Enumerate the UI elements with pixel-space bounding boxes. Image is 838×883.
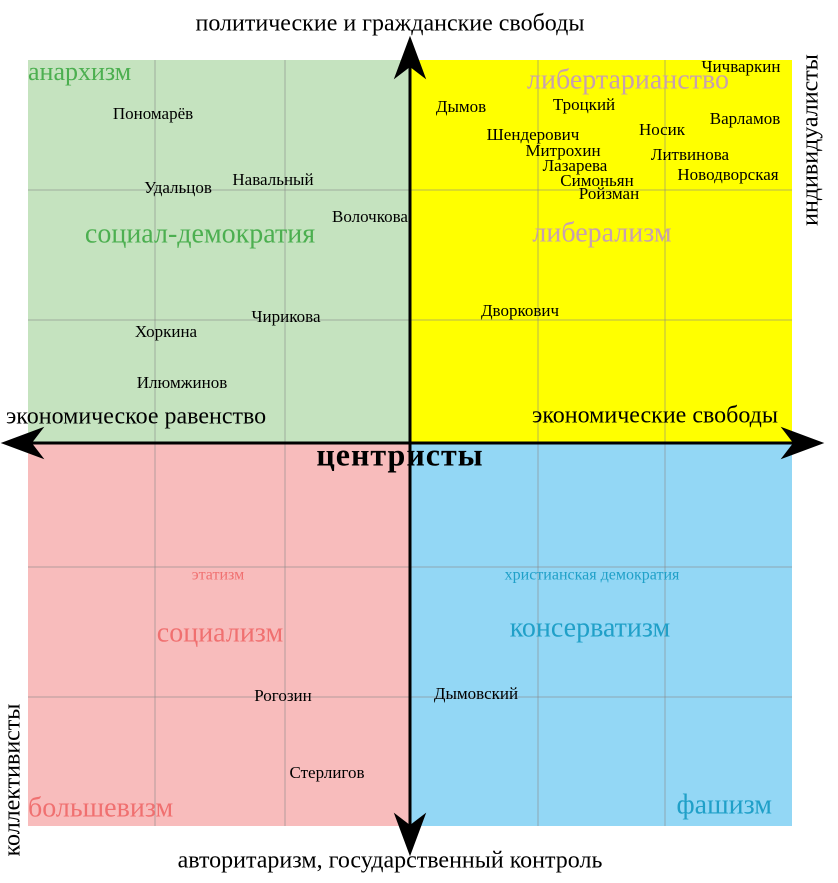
person-label: Варламов <box>710 109 780 128</box>
person-label: Илюмжинов <box>137 373 227 392</box>
axis-right: экономические свободы <box>532 403 778 429</box>
person-label: Носик <box>639 120 686 139</box>
ideology-label: фашизм <box>677 789 773 820</box>
axis-collectivists: коллективисты <box>0 704 26 857</box>
person-label: Литвинова <box>651 145 730 164</box>
person-label: Удальцов <box>144 178 212 197</box>
axis-bottom: авторитаризм, государственный контроль <box>178 848 603 874</box>
person-label: Дымовский <box>434 684 518 703</box>
ideology-label: либерализм <box>532 217 672 248</box>
center-label: центристы <box>316 436 483 472</box>
quadrant-red <box>28 444 410 826</box>
person-label: Лазарева <box>543 156 608 175</box>
person-label: Симоньян <box>560 171 633 190</box>
person-label: Ройзман <box>579 184 639 203</box>
person-label: Дворкович <box>481 301 560 320</box>
person-label: Чирикова <box>252 307 321 326</box>
ideology-label: анархизм <box>28 57 131 86</box>
ideology-label: социал-демократия <box>85 218 315 249</box>
ideology-label: социализм <box>157 617 284 648</box>
axes <box>0 35 825 857</box>
person-label: Митрохин <box>525 141 600 160</box>
axis-left: экономическое равенство <box>6 404 266 430</box>
ideology-label: большевизм <box>28 792 173 823</box>
person-label: Шендерович <box>487 125 580 144</box>
person-label: Троцкий <box>553 95 615 114</box>
person-label: Новодворская <box>677 165 778 184</box>
person-label: Чичваркин <box>702 57 781 76</box>
person-label: Стерлигов <box>289 763 364 782</box>
quadrant-yellow <box>410 60 792 442</box>
person-label: Дымов <box>436 97 486 116</box>
person-label: Хоркина <box>135 322 198 341</box>
axis-individualists: индивидуалисты <box>798 54 824 226</box>
axis-top: политические и гражданские свободы <box>196 11 585 37</box>
ideology-label: христианская демократия <box>505 567 680 584</box>
person-label: Навальный <box>232 170 313 189</box>
quadrant-blue <box>410 444 792 826</box>
person-label: Волочкова <box>332 207 408 226</box>
ideology-label: этатизм <box>192 567 245 584</box>
person-label: Пономарёв <box>113 104 193 123</box>
quadrant-green <box>28 60 410 442</box>
ideology-label: консерватизм <box>510 612 671 643</box>
person-label: Рогозин <box>254 686 312 705</box>
ideology-label: либертарианство <box>527 64 729 95</box>
labels: анархизм социал-демократия либертарианство… <box>28 57 781 824</box>
